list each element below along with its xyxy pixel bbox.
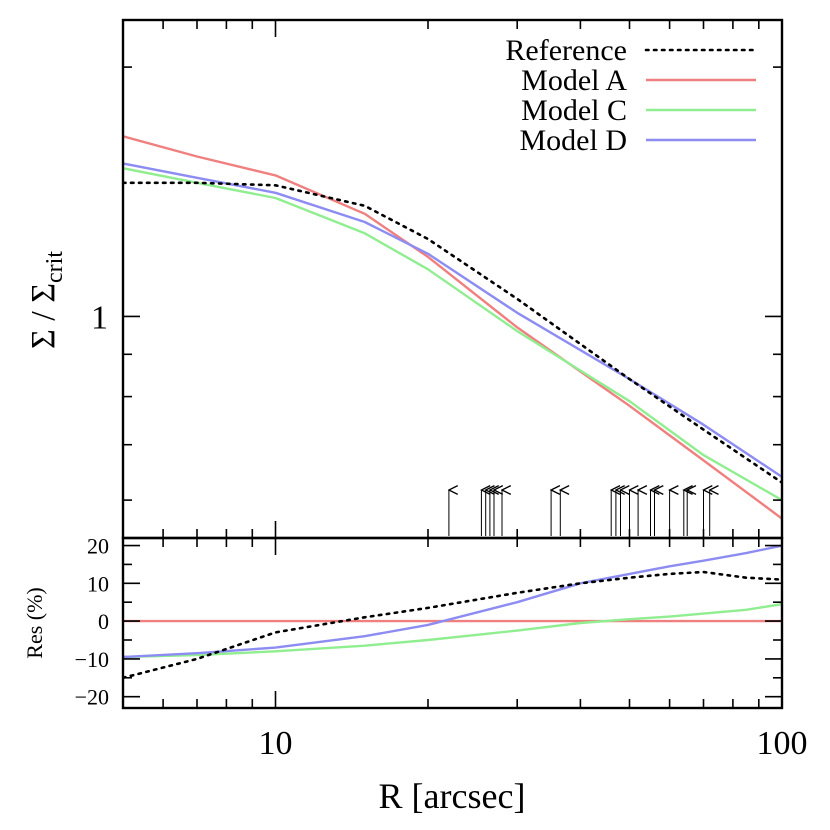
svg-text:Σ / Σcrit: Σ / Σcrit	[25, 251, 68, 349]
bottom-y-tick-label: −10	[75, 647, 109, 672]
x-tick-label: 10	[258, 725, 292, 762]
top-y-axis-label: Σ / Σcrit	[25, 251, 68, 349]
x-tick-label: 100	[757, 725, 808, 762]
legend-label-model-a: Model A	[521, 64, 627, 97]
bottom-series-model-d	[123, 544, 782, 659]
bottom-y-tick-label: 0	[98, 609, 109, 634]
bottom-series-reference	[123, 570, 782, 680]
bottom-y-tick-labels: 20 10 0 −10 −20	[75, 534, 109, 710]
top-axis-ticks	[122, 20, 783, 538]
bottom-y-tick-label: 10	[87, 571, 109, 596]
bottom-y-axis-label: Res (%)	[22, 587, 47, 658]
bottom-axis-ticks	[122, 538, 783, 708]
bottom-panel: 20 10 0 −10 −20 Res (%)	[22, 534, 784, 710]
x-axis-label: R [arcsec]	[379, 776, 526, 816]
top-series-model-a	[123, 135, 782, 520]
top-y-axis-label-subscript: crit	[42, 251, 68, 283]
top-series-group	[123, 135, 782, 520]
top-y-axis-label-main: Σ / Σ	[25, 283, 62, 349]
top-series-model-d	[123, 162, 782, 478]
top-y-tick-label: 1	[91, 299, 108, 336]
top-series-model-c	[123, 167, 782, 502]
bottom-series-group	[123, 544, 782, 680]
legend-label-reference: Reference	[505, 34, 627, 67]
bottom-y-tick-label: −20	[75, 685, 109, 710]
x-tick-labels: 10 100	[258, 725, 807, 762]
bottom-y-tick-label: 20	[87, 534, 109, 559]
bottom-panel-frame	[121, 536, 784, 710]
bottom-series-model-c	[123, 602, 782, 659]
top-y-tick-labels: 1	[91, 299, 108, 336]
legend-label-model-c: Model C	[521, 94, 627, 127]
legend-label-model-d: Model D	[520, 124, 628, 157]
top-series-reference	[123, 181, 782, 484]
top-panel-frame	[121, 18, 784, 540]
arrow-markers	[449, 490, 710, 536]
